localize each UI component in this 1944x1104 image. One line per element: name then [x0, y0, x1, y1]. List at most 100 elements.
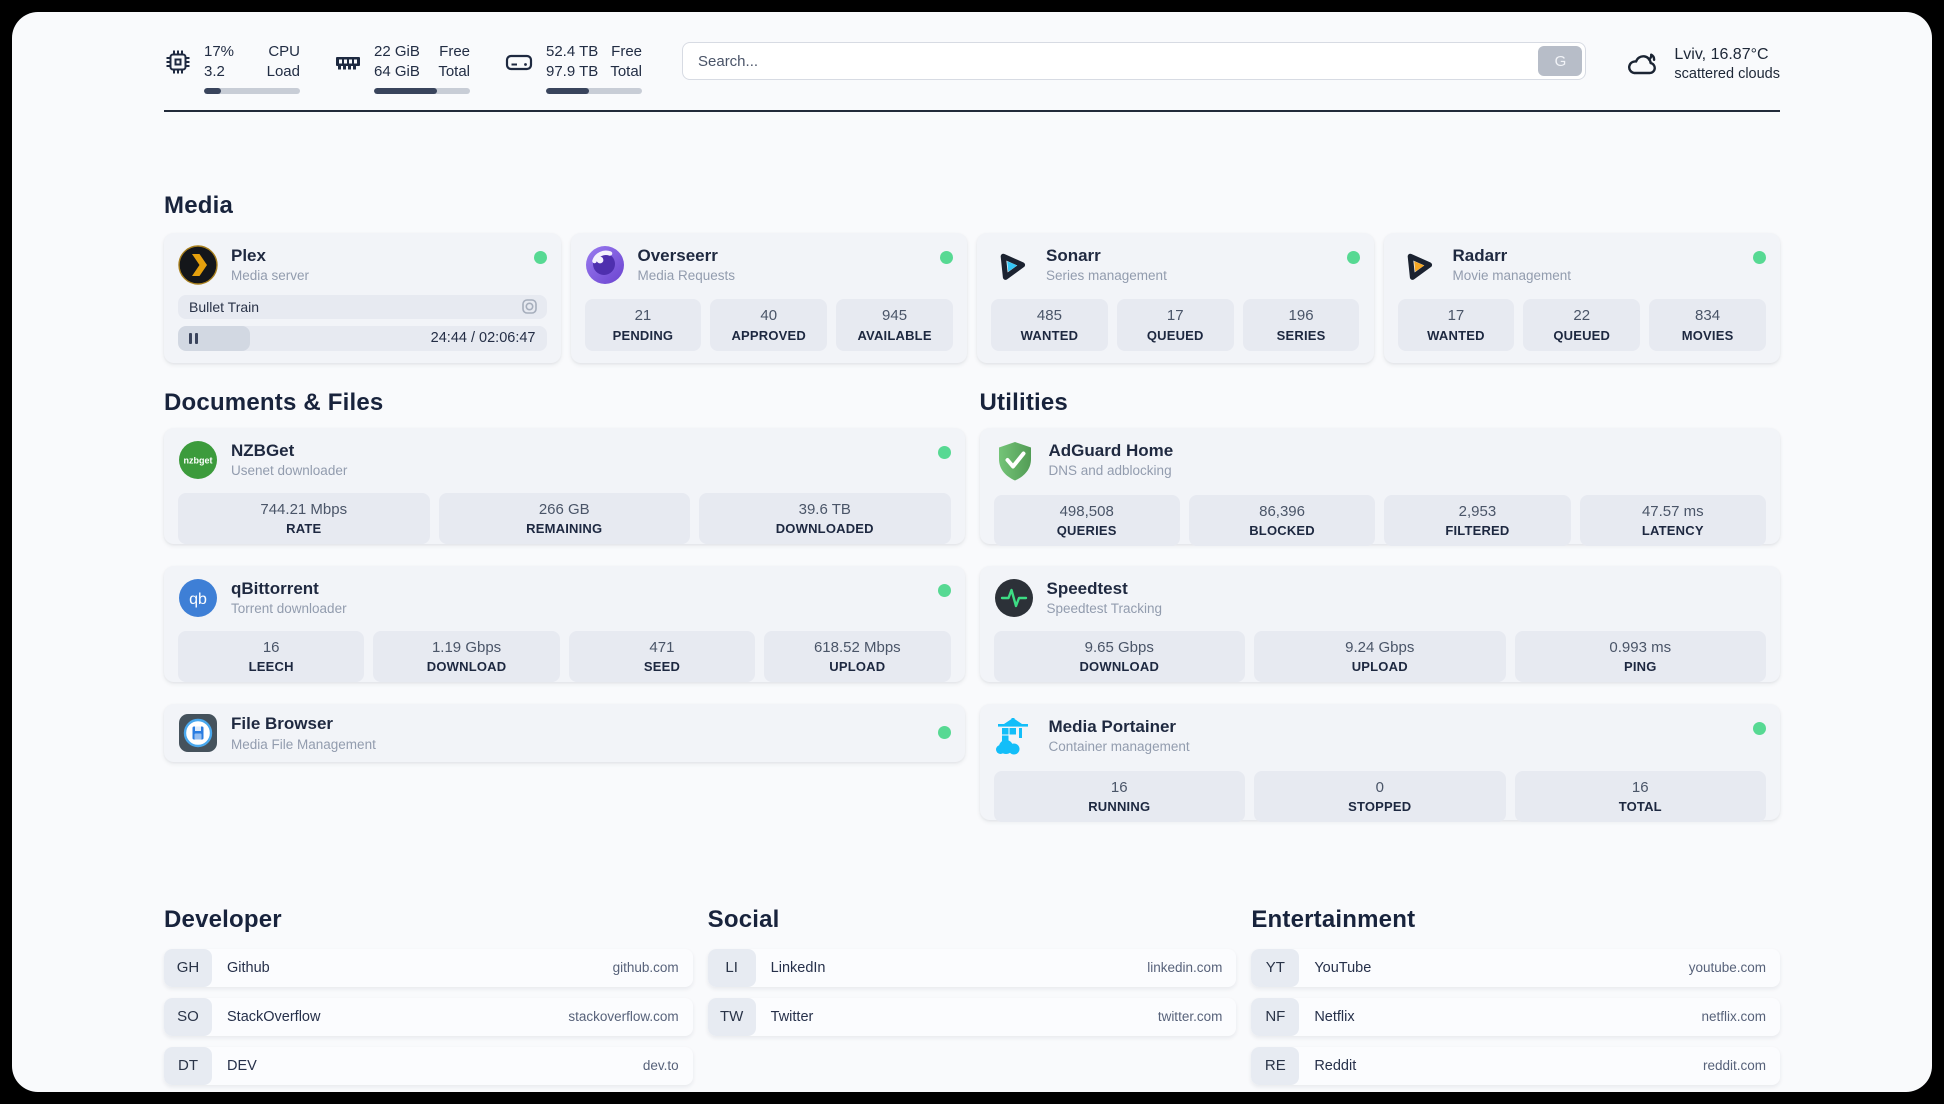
cpu-progress-bar [204, 87, 300, 94]
link-reddit[interactable]: RE Reddit reddit.com [1251, 1046, 1780, 1085]
status-dot [533, 250, 547, 264]
app-name: Radarr [1452, 245, 1508, 265]
now-playing-title: Bullet Train [189, 298, 260, 315]
link-youtube[interactable]: YT YouTube youtube.com [1251, 948, 1780, 987]
link-dev[interactable]: DT DEV dev.to [164, 1046, 693, 1085]
link-abbr-badge: LI [707, 948, 756, 987]
link-name: Reddit [1314, 1057, 1357, 1074]
app-card-sonarr[interactable]: Sonarr Series management 485 WANTED 17 QUE… [977, 232, 1374, 363]
link-name: Netflix [1314, 1008, 1355, 1025]
link-url: linkedin.com [1147, 960, 1223, 975]
sonarr-icon [1000, 253, 1026, 280]
disk-total-value: 97.9 TB [546, 63, 599, 81]
app-card-adguard[interactable]: AdGuard Home DNS and adblocking 498,508 Q… [979, 427, 1780, 546]
stat-queued: 17 QUEUED [1116, 299, 1234, 351]
portainer-icon [995, 717, 1028, 754]
pause-button[interactable] [189, 332, 198, 344]
qbittorrent-icon: qb [179, 578, 217, 617]
search-engine-button[interactable]: G [1538, 46, 1583, 76]
memory-total-value: 64 GiB [374, 63, 420, 81]
app-card-nzbget[interactable]: nzbget NZBGet Usenet downloader 744.21 M… [164, 427, 965, 544]
header: 17% 3.2 CPU Load [164, 12, 1780, 94]
radarr-icon [1407, 253, 1432, 280]
cpu-stat-widget: 17% 3.2 CPU Load [164, 42, 300, 94]
stat-upload: 9.24 Gbps UPLOAD [1254, 630, 1506, 682]
link-stackoverflow[interactable]: SO StackOverflow stackoverflow.com [164, 997, 693, 1036]
cpu-load-value: 3.2 [204, 63, 225, 81]
stat-leech: 16 LEECH [178, 630, 365, 682]
stat-downloaded: 39.6 TB DOWNLOADED [699, 492, 951, 544]
link-url: stackoverflow.com [568, 1009, 679, 1024]
status-dot [940, 250, 953, 264]
link-name: LinkedIn [770, 959, 826, 976]
app-description: Container management [1048, 738, 1190, 754]
app-card-qbittorrent[interactable]: qb qBittorrent Torrent downloader 16 LEEC… [164, 565, 965, 682]
stat-running: 16 RUNNING [993, 770, 1245, 822]
link-abbr-badge: GH [164, 948, 212, 987]
svg-text:qb: qb [189, 591, 207, 608]
header-divider [164, 109, 1780, 112]
app-card-radarr[interactable]: Radarr Movie management 17 WANTED 22 QUEUE… [1383, 232, 1780, 363]
link-github[interactable]: GH Github github.com [164, 948, 693, 987]
status-dot [937, 726, 951, 739]
status-dot [1346, 250, 1360, 264]
system-stats: 17% 3.2 CPU Load [164, 42, 642, 94]
link-twitter[interactable]: TW Twitter twitter.com [707, 997, 1237, 1036]
section-title-media: Media [164, 191, 234, 219]
playback-time: 24:44 / 02:06:47 [430, 330, 536, 347]
weather-condition: scattered clouds [1674, 66, 1780, 82]
cloud-moon-icon [1628, 53, 1657, 75]
stat-remaining: 266 GB REMAINING [438, 492, 690, 544]
cpu-usage-value: 17% [204, 43, 235, 60]
app-description: Usenet downloader [231, 462, 348, 478]
stat-approved: 40 APPROVED [710, 299, 828, 351]
app-description: Media File Management [231, 736, 376, 752]
search-bar: G [682, 42, 1587, 80]
memory-stat-widget: 22 GiB 64 GiB Free Total [334, 42, 470, 94]
link-abbr-badge: NF [1251, 997, 1300, 1036]
app-card-speedtest[interactable]: Speedtest Speedtest Tracking 9.65 Gbps DO… [979, 565, 1780, 682]
app-card-filebrowser[interactable]: File Browser Media File Management [164, 703, 965, 762]
app-card-overseerr[interactable]: Overseerr Media Requests 21 PENDING 40 APP… [570, 232, 967, 363]
link-abbr-badge: SO [164, 997, 212, 1036]
developer-links-section: Developer GH Github github.com SO StackO… [164, 906, 693, 1093]
speedtest-icon [994, 578, 1033, 617]
link-name: Github [227, 959, 270, 976]
stat-available: 945 AVAILABLE [836, 299, 953, 351]
section-title-entertainment: Entertainment [1251, 905, 1416, 933]
stat-seed: 471 SEED [568, 630, 756, 682]
stat-filtered: 2,953 FILTERED [1384, 494, 1571, 546]
stat-queries: 498,508 QUERIES [993, 494, 1180, 546]
app-description: Speedtest Tracking [1046, 600, 1163, 616]
entertainment-links-section: Entertainment YT YouTube youtube.com NF … [1251, 906, 1780, 1093]
section-title-developer: Developer [164, 905, 282, 933]
link-url: netflix.com [1701, 1009, 1766, 1024]
search-input[interactable] [686, 52, 1539, 70]
link-name: DEV [227, 1057, 257, 1074]
section-title-utilities: Utilities [979, 388, 1068, 416]
app-name: Sonarr [1046, 245, 1101, 265]
playback-progress-bar: 24:44 / 02:06:47 [178, 326, 547, 351]
status-dot [937, 583, 951, 597]
overseerr-icon [585, 245, 624, 284]
cpu-icon [166, 50, 190, 74]
media-grid: Plex Media server Bullet Train 24:44 / 0 [164, 232, 1780, 363]
app-description: Media server [231, 267, 310, 283]
weather-location-temp: Lviv, 16.87°C [1674, 46, 1769, 63]
app-card-plex[interactable]: Plex Media server Bullet Train 24:44 / 0 [164, 232, 561, 363]
link-url: github.com [612, 960, 679, 975]
link-linkedin[interactable]: LI LinkedIn linkedin.com [707, 948, 1237, 987]
link-netflix[interactable]: NF Netflix netflix.com [1251, 997, 1780, 1036]
stat-wanted: 485 WANTED [991, 299, 1108, 351]
status-dot [1753, 721, 1766, 735]
disk-free-label: Free [611, 43, 642, 60]
memory-free-label: Free [439, 43, 470, 60]
now-playing-row: Bullet Train [178, 294, 547, 319]
memory-free-value: 22 GiB [374, 43, 420, 60]
app-name: Overseerr [637, 245, 718, 265]
link-name: StackOverflow [227, 1008, 321, 1025]
ram-icon [336, 57, 360, 70]
utilities-column: Utilities [979, 388, 1780, 842]
dashboard-panel: 17% 3.2 CPU Load [12, 12, 1932, 1092]
app-card-portainer[interactable]: Media Portainer Container management 16 R… [979, 703, 1780, 822]
